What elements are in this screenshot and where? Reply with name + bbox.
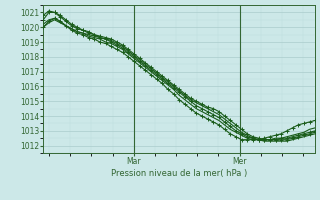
X-axis label: Pression niveau de la mer( hPa ): Pression niveau de la mer( hPa ) — [111, 169, 247, 178]
